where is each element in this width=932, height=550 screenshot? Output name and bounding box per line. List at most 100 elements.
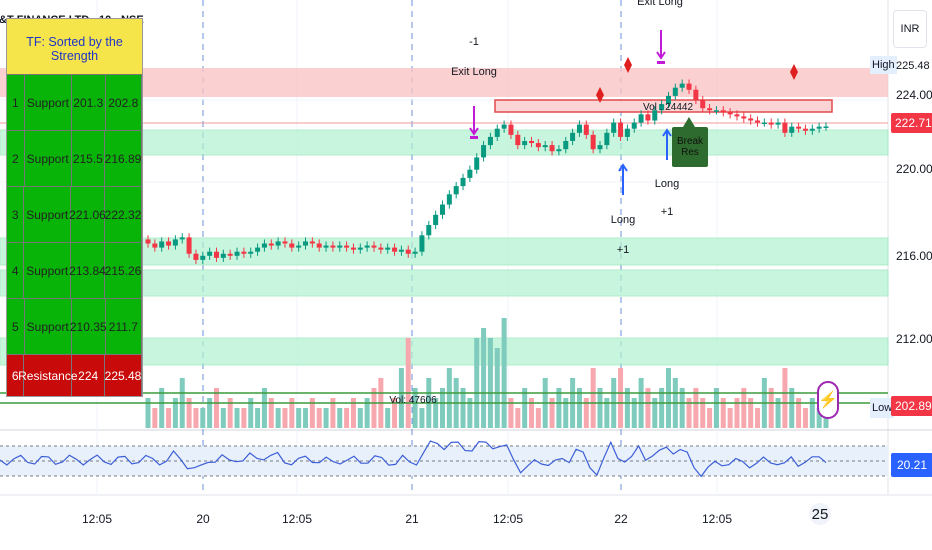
volume-bar (398, 368, 404, 428)
volume-bar (474, 338, 480, 428)
lightning-icon[interactable]: ⚡ (817, 381, 839, 419)
candle (282, 241, 288, 244)
candle (563, 141, 569, 150)
table-row: 5 Support 210.35 211.7 (7, 298, 142, 354)
candle (398, 249, 404, 252)
volume-bar (748, 398, 754, 428)
table-cell-n: 4 (7, 243, 25, 298)
candle (741, 116, 747, 119)
candle (172, 239, 178, 246)
candle (789, 126, 795, 133)
candle (631, 122, 637, 129)
candle (665, 95, 671, 105)
volume-bar (802, 408, 808, 428)
volume-bar (309, 398, 315, 428)
candle (241, 251, 247, 254)
volume-bar (686, 398, 692, 428)
volume-bar (296, 408, 302, 428)
candle (213, 251, 219, 258)
volume-bar (782, 368, 788, 428)
candle (672, 87, 678, 96)
volume-bar (145, 398, 151, 428)
table-cell-high: 202.8 (106, 75, 142, 130)
support-zone (0, 129, 889, 156)
candle (755, 120, 761, 123)
candle (193, 253, 199, 260)
volume-bar (583, 398, 589, 428)
table-header: TF: Sorted by the Strength (7, 19, 142, 74)
table-cell-type: Support (25, 75, 73, 130)
candle (768, 122, 774, 125)
support-zone (0, 337, 889, 366)
candle (303, 241, 309, 246)
long-label: Long (610, 214, 636, 226)
volume-bar (796, 398, 802, 428)
volume-bar (350, 398, 356, 428)
volume-bar (775, 398, 781, 428)
table-row: 6 Resistance 224 225.48 (7, 354, 142, 396)
table-cell-type: Support (25, 131, 72, 186)
volume-bar (515, 408, 521, 428)
volume-bar (207, 398, 213, 428)
volume-bar (344, 408, 350, 428)
volume-bar (241, 408, 247, 428)
candle (371, 245, 377, 248)
candle (802, 128, 808, 131)
candle (337, 245, 343, 248)
candle (200, 255, 206, 260)
table-cell-high: 211.7 (106, 299, 142, 354)
volume-bar (707, 408, 713, 428)
volume-bar (590, 368, 596, 428)
volume-bar (213, 388, 219, 428)
volume-bar (563, 398, 569, 428)
candle (487, 136, 493, 146)
candle (289, 243, 295, 248)
candle (357, 247, 363, 250)
table-cell-n: 6 (7, 355, 25, 396)
candle (713, 110, 719, 112)
support-zone (0, 269, 889, 297)
volume-bar (392, 398, 398, 428)
candle (405, 249, 411, 254)
candle (179, 237, 185, 240)
candle (693, 89, 699, 100)
candle (508, 124, 514, 135)
volume-bar (460, 388, 466, 428)
exit-marker (470, 136, 478, 139)
table-cell-low: 215.5 (72, 131, 105, 186)
volume-bar (700, 398, 706, 428)
candle (364, 245, 370, 248)
volume-bar (816, 408, 822, 428)
rsi-line (0, 440, 827, 478)
currency-button[interactable]: INR (893, 10, 927, 48)
time-tick: 20 (196, 512, 210, 526)
volume-bar (220, 408, 226, 428)
table-cell-low: 210.35 (70, 299, 107, 354)
signal-diamond (790, 64, 798, 80)
table-cell-n: 3 (7, 187, 25, 242)
volume-bar (248, 398, 254, 428)
time-tick-current[interactable]: 25 (809, 503, 831, 525)
table-cell-high: 222.32 (105, 187, 142, 242)
volume-bar (234, 408, 240, 428)
table-row: 2 Support 215.5 216.89 (7, 130, 142, 186)
volume-bar (693, 388, 699, 428)
volume-bar (275, 408, 281, 428)
volume-bar (494, 348, 500, 428)
volume-bar (508, 398, 514, 428)
volume-bar (159, 388, 165, 428)
candle (467, 169, 473, 178)
candle (611, 122, 617, 133)
candle (809, 128, 815, 131)
volume-bar (227, 398, 233, 428)
candle (481, 145, 487, 158)
candle (330, 245, 336, 248)
table-cell-low: 201.3 (72, 75, 106, 130)
candle (207, 251, 213, 256)
volume-bar (481, 328, 487, 428)
volume-bar (604, 398, 610, 428)
volume-bar (768, 388, 774, 428)
candle (590, 134, 596, 150)
volume-bar (282, 408, 288, 428)
